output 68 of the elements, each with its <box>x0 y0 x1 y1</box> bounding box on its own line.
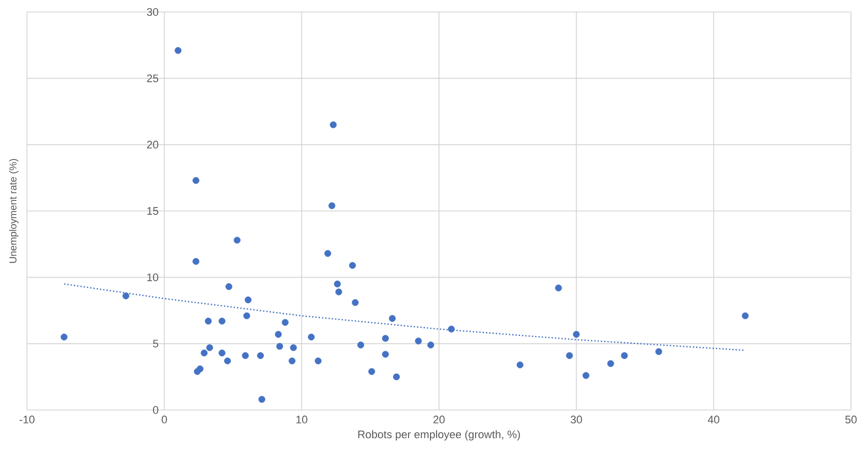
point <box>206 344 214 352</box>
point <box>448 326 455 332</box>
point <box>742 312 749 320</box>
point <box>174 47 182 54</box>
y-tick-label: 30 <box>146 8 158 16</box>
point <box>382 334 389 342</box>
point <box>244 296 252 304</box>
x-tick-label: 10 <box>296 416 308 424</box>
x-tick-label: 20 <box>433 416 445 424</box>
point <box>258 396 266 403</box>
y-axis-title: Unemployment rate (%) <box>9 159 18 263</box>
point <box>196 365 204 372</box>
point <box>357 342 364 348</box>
point <box>330 121 337 128</box>
point <box>621 352 628 360</box>
point <box>122 292 130 300</box>
point <box>192 258 200 265</box>
point <box>204 318 212 325</box>
point <box>352 299 359 306</box>
point <box>276 342 284 350</box>
point <box>234 236 241 244</box>
x-tick-label: 50 <box>845 416 857 424</box>
y-tick-label: 15 <box>147 207 158 215</box>
point <box>192 177 200 184</box>
point <box>224 358 231 364</box>
point <box>415 338 422 344</box>
point <box>566 352 573 360</box>
point <box>516 361 524 368</box>
point <box>314 358 322 364</box>
y-tick-label: 0 <box>153 406 158 414</box>
point <box>282 319 289 326</box>
point <box>218 350 226 356</box>
x-tick-label: 30 <box>570 416 582 424</box>
y-tick-label: 5 <box>153 340 158 348</box>
point <box>60 334 68 340</box>
x-tick-label: 40 <box>708 416 720 424</box>
point <box>382 350 389 358</box>
point <box>349 262 356 269</box>
point <box>335 288 342 296</box>
point <box>555 284 562 292</box>
point <box>243 312 250 320</box>
point <box>328 202 336 210</box>
point <box>324 250 332 257</box>
point <box>655 348 662 356</box>
point <box>225 283 232 290</box>
x-tick-label: 0 <box>162 416 167 424</box>
point <box>393 373 400 380</box>
point <box>427 342 434 348</box>
point <box>368 368 376 375</box>
point <box>242 352 249 360</box>
point <box>334 280 341 288</box>
line-series <box>63 283 746 351</box>
y-tick-label: 20 <box>147 140 158 149</box>
point <box>290 344 297 352</box>
point <box>582 372 590 379</box>
point <box>388 315 396 322</box>
point <box>218 318 226 325</box>
y-tick-label: 25 <box>147 74 158 82</box>
point <box>607 360 614 367</box>
y-tick-label: 10 <box>147 273 158 282</box>
point <box>572 330 580 338</box>
point <box>257 352 264 360</box>
point <box>274 330 282 338</box>
point <box>288 358 296 364</box>
point <box>200 350 208 356</box>
point <box>308 334 315 340</box>
x-tick-label: -10 <box>20 416 34 424</box>
x-axis-title: Robots per employee (growth, %) <box>358 430 520 440</box>
